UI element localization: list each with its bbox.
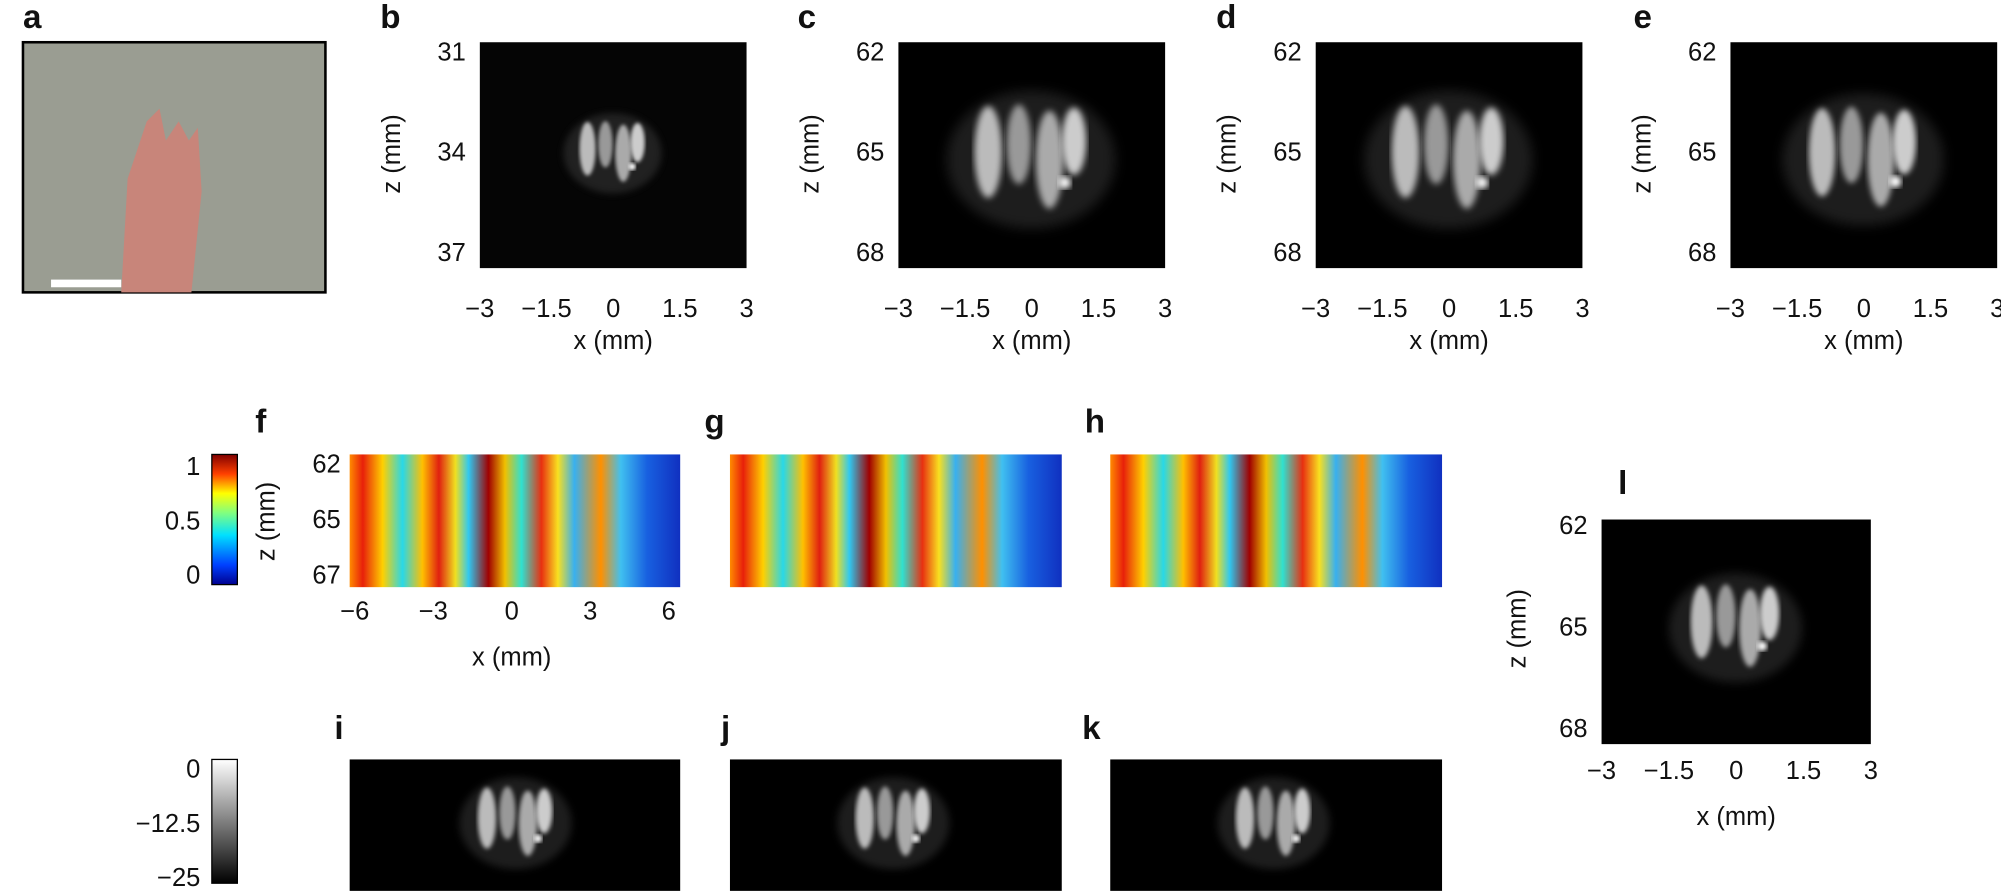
- x-tick-label: −1.5: [521, 295, 571, 323]
- panel-label: h: [1085, 404, 1105, 441]
- y-tick-label: 68: [1559, 715, 1587, 743]
- panel-label: i: [334, 710, 343, 747]
- y-tick-label: 65: [1273, 139, 1301, 167]
- y-tick-label: 31: [437, 38, 465, 66]
- x-tick-label: 3: [1575, 295, 1589, 323]
- y-tick-label: 68: [1688, 239, 1716, 267]
- x-tick-label: −1.5: [1644, 757, 1694, 785]
- x-tick-label: 0: [1025, 295, 1039, 323]
- x-axis-label: x (mm): [1824, 327, 1903, 355]
- colorbar-tick-label: 0: [186, 562, 200, 590]
- y-tick-label: 62: [312, 451, 340, 479]
- x-tick-label: −3: [465, 295, 494, 323]
- y-tick-label: 34: [437, 139, 465, 167]
- x-tick-label: 1.5: [1081, 295, 1116, 323]
- x-tick-label: −3: [1587, 757, 1616, 785]
- x-tick-label: 1.5: [1786, 757, 1821, 785]
- y-tick-label: 67: [312, 562, 340, 590]
- x-tick-label: −1.5: [940, 295, 990, 323]
- y-axis-label: z (mm): [378, 114, 406, 193]
- y-tick-label: 68: [1273, 239, 1301, 267]
- y-tick-label: 37: [437, 239, 465, 267]
- x-tick-label: −3: [1716, 295, 1745, 323]
- x-tick-label: 3: [739, 295, 753, 323]
- y-tick-label: 65: [312, 506, 340, 534]
- x-tick-label: 3: [1864, 757, 1878, 785]
- x-tick-label: 3: [1990, 295, 2001, 323]
- x-axis-label: x (mm): [1697, 803, 1776, 831]
- y-tick-label: 65: [1559, 613, 1587, 641]
- x-tick-label: 0: [606, 295, 620, 323]
- x-axis-label: x (mm): [472, 643, 551, 671]
- panel-label: g: [704, 404, 724, 441]
- x-tick-label: 3: [583, 597, 597, 625]
- panel-label: e: [1633, 0, 1651, 36]
- x-axis-label: x (mm): [1409, 327, 1488, 355]
- panel-label: b: [380, 0, 400, 36]
- x-tick-label: 6: [662, 597, 676, 625]
- x-tick-label: −1.5: [1772, 295, 1822, 323]
- x-tick-label: 1.5: [1913, 295, 1948, 323]
- x-tick-label: −3: [1301, 295, 1330, 323]
- scale-bar: [51, 279, 122, 288]
- y-tick-label: 62: [1688, 38, 1716, 66]
- x-tick-label: 1.5: [1498, 295, 1533, 323]
- x-tick-label: 0: [1857, 295, 1871, 323]
- x-axis-label: x (mm): [992, 327, 1071, 355]
- y-tick-label: 62: [1273, 38, 1301, 66]
- panel-label: d: [1216, 0, 1236, 36]
- paw: [121, 108, 202, 293]
- panel-label: j: [720, 710, 730, 747]
- colorbar-tick-label: 1: [186, 453, 200, 481]
- colorbar-tick-label: 0: [186, 756, 200, 784]
- y-axis-label: z (mm): [1628, 114, 1656, 193]
- panel-label: k: [1082, 710, 1101, 747]
- colorbar-tick-label: 0.5: [165, 507, 200, 535]
- images: [211, 42, 1998, 891]
- x-tick-label: −3: [884, 295, 913, 323]
- x-tick-label: 1.5: [662, 295, 697, 323]
- colorbar-tick-label: −12.5: [136, 810, 201, 838]
- panel-label: c: [798, 0, 816, 36]
- y-tick-label: 65: [1688, 139, 1716, 167]
- y-tick-label: 62: [856, 38, 884, 66]
- colorbar-tick-label: −25: [157, 864, 200, 891]
- x-tick-label: 0: [1729, 757, 1743, 785]
- y-axis-label: z (mm): [1214, 114, 1242, 193]
- x-tick-label: −6: [340, 597, 369, 625]
- y-tick-label: 68: [856, 239, 884, 267]
- panel-label: l: [1618, 465, 1627, 502]
- y-axis-label: z (mm): [1503, 589, 1531, 668]
- x-axis-label: x (mm): [574, 327, 653, 355]
- y-axis-label: z (mm): [253, 482, 281, 561]
- x-tick-label: −3: [419, 597, 448, 625]
- y-tick-label: 62: [1559, 512, 1587, 540]
- x-tick-label: 3: [1158, 295, 1172, 323]
- y-tick-label: 65: [856, 139, 884, 167]
- x-tick-label: 0: [505, 597, 519, 625]
- panel-label: f: [255, 404, 267, 441]
- x-tick-label: −1.5: [1357, 295, 1407, 323]
- panel-label: a: [23, 0, 42, 36]
- y-axis-label: z (mm): [796, 114, 824, 193]
- x-tick-label: 0: [1442, 295, 1456, 323]
